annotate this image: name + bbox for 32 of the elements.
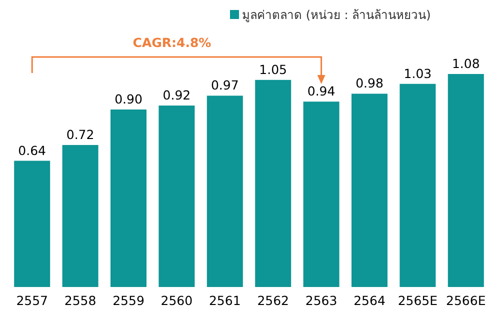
x-tick-label: 2566E xyxy=(446,293,486,308)
data-label: 1.05 xyxy=(259,62,288,77)
x-tick-label: 2562 xyxy=(257,293,290,308)
bar xyxy=(14,160,50,287)
x-tick-label: 2565E xyxy=(398,293,438,308)
bar xyxy=(255,80,292,287)
bar xyxy=(400,84,436,287)
x-tick-label: 2561 xyxy=(208,293,241,308)
bar xyxy=(206,96,243,287)
bar xyxy=(352,94,388,287)
data-label: 0.98 xyxy=(356,76,384,91)
data-label: 0.92 xyxy=(162,88,191,103)
data-label: 0.97 xyxy=(210,78,239,93)
x-tick-label: 2563 xyxy=(305,293,338,308)
data-label: 0.94 xyxy=(307,84,336,99)
bar xyxy=(303,102,340,287)
x-tick-label: 2559 xyxy=(112,293,144,308)
bar xyxy=(158,106,195,287)
data-label: 0.72 xyxy=(66,127,94,142)
x-tick-label: 2560 xyxy=(160,293,193,308)
bar xyxy=(110,110,146,287)
text: CAGR:4.8% xyxy=(132,35,212,50)
data-label: 0.90 xyxy=(114,92,142,106)
data-label: 0.64 xyxy=(18,142,46,158)
data-label: 1.08 xyxy=(452,56,480,71)
bar xyxy=(62,145,98,287)
bar xyxy=(448,74,484,287)
x-tick-label: 2557 xyxy=(16,293,48,308)
x-tick-label: 2558 xyxy=(64,293,96,308)
data-label: 1.03 xyxy=(404,66,432,81)
legend: มูลค่าตลาด (หน่วย : ล้านล้านหยวน) xyxy=(230,8,431,22)
x-tick-label: 2564 xyxy=(354,293,386,308)
